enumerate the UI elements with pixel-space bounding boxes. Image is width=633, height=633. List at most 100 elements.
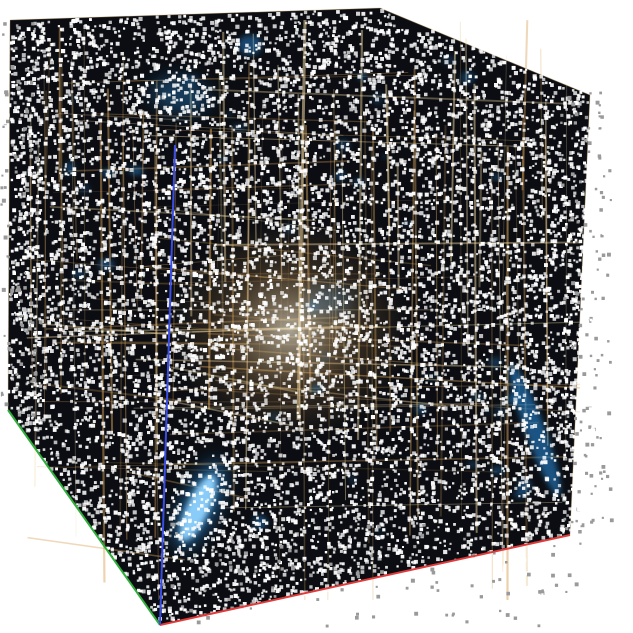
point [85,345,88,349]
point [337,569,342,574]
point [18,192,22,197]
point [37,254,41,259]
point [112,305,115,309]
point [127,525,130,529]
point [250,159,254,163]
point [11,389,16,394]
point [177,381,181,384]
point [47,52,52,57]
point [483,517,487,521]
point [541,174,545,178]
point [285,425,289,430]
point [172,96,176,100]
point [482,109,487,114]
point [568,423,572,427]
point [499,314,504,319]
point [357,523,360,526]
point [355,138,359,141]
point [401,356,405,360]
point [301,216,306,220]
point [148,143,152,147]
point [193,64,198,69]
point [345,197,349,201]
point [468,514,473,519]
point [521,475,525,480]
point [476,253,479,256]
point [279,496,283,500]
point [111,216,115,219]
point [163,358,168,362]
point [279,509,283,512]
point [245,320,248,323]
point [129,223,132,226]
point [113,465,117,469]
point [208,259,212,263]
point [27,125,30,128]
point [492,242,497,247]
point [160,37,164,42]
point [298,221,303,225]
point [24,114,28,118]
point [394,395,398,399]
point [329,175,333,178]
point [168,63,172,67]
point [221,94,226,99]
point [169,528,173,532]
point [336,574,340,578]
point [289,196,292,199]
point [255,500,259,504]
point [265,199,270,204]
point [346,125,349,129]
point [99,504,103,508]
point [543,94,546,97]
point [177,34,180,37]
point [550,452,554,456]
point [378,51,382,56]
point [75,120,80,125]
point [552,433,557,438]
point [525,537,530,542]
point [475,521,479,525]
point [225,222,230,227]
point [528,314,533,319]
point [18,293,22,297]
point [425,545,428,548]
point [446,232,451,237]
point [525,476,529,480]
point [327,41,331,46]
point [87,306,90,309]
point [284,136,287,139]
point [226,352,230,355]
point [177,547,181,552]
point [235,38,240,43]
point [176,473,181,478]
point [196,235,199,239]
point [233,382,237,386]
point [449,326,453,330]
point [452,418,455,422]
point [470,487,474,490]
point [328,112,332,116]
point [295,519,298,522]
point [401,126,405,130]
point [118,363,122,367]
point [114,364,118,368]
point [44,262,48,267]
point [463,487,466,491]
point [96,156,101,161]
point [517,528,520,532]
point [461,112,464,115]
point [450,307,455,312]
point [41,91,44,94]
point [156,148,161,153]
point [316,560,320,564]
point [202,140,205,144]
point [541,460,545,464]
point [26,267,30,270]
point [562,300,566,305]
point [274,562,278,566]
point [222,60,226,64]
point [321,497,326,502]
